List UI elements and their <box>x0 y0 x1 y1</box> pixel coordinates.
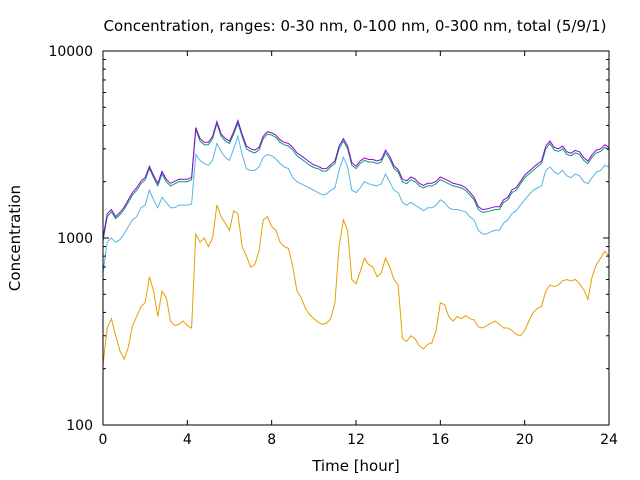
plot-frame <box>102 50 610 426</box>
chart-title: Concentration, ranges: 0-30 nm, 0-100 nm… <box>104 17 607 35</box>
y-axis: 100 1000 10000 <box>48 44 609 434</box>
x-axis-label: Time [hour] <box>311 457 400 475</box>
y-tick-label: 10000 <box>48 44 93 60</box>
y-tick-label: 1000 <box>57 231 93 247</box>
series-line-3 <box>102 121 610 242</box>
series-line-1 <box>102 204 610 365</box>
y-axis-label: Concentration <box>6 185 24 291</box>
x-tick-label: 4 <box>183 432 192 448</box>
series-line-2 <box>102 134 610 274</box>
plot-area <box>102 118 610 365</box>
x-tick-label: 20 <box>516 432 534 448</box>
y-tick-label: 100 <box>66 418 93 434</box>
x-tick-label: 16 <box>431 432 449 448</box>
x-tick-label: 0 <box>99 432 108 448</box>
x-tick-label: 12 <box>347 432 365 448</box>
x-axis: 0 4 8 12 16 20 24 <box>99 51 618 448</box>
series-line-4 <box>102 118 610 239</box>
x-tick-label: 8 <box>267 432 276 448</box>
x-tick-label: 24 <box>600 432 618 448</box>
